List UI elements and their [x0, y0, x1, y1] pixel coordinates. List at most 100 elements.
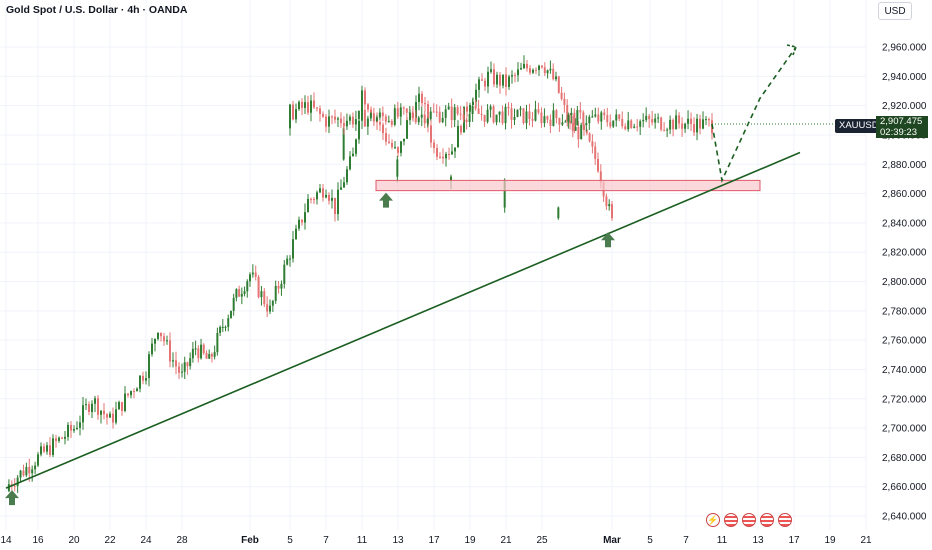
- candle-body: [172, 360, 174, 362]
- candle-body: [448, 154, 450, 156]
- candle-body: [570, 112, 573, 115]
- candle-body: [681, 123, 684, 129]
- time-axis[interactable]: 14 16 20 22 24 28 Feb 5 7 11 13 17 19 21 25 Mar 5 7 11 13 17…: [0, 535, 872, 546]
- candle-body: [654, 118, 657, 123]
- price-tick-label: 2,660.000: [882, 482, 927, 493]
- candle-body: [702, 119, 705, 129]
- price-tick-label: 2,820.000: [882, 248, 927, 259]
- candle-body: [636, 126, 639, 128]
- candle-body: [642, 119, 645, 122]
- time-tick-label: 11: [357, 535, 368, 546]
- candle-body: [606, 115, 609, 123]
- candle-body: [384, 116, 387, 122]
- candle-body: [516, 109, 519, 117]
- candle-body: [495, 114, 498, 123]
- candle-body: [154, 338, 156, 344]
- candle-body: [208, 354, 211, 359]
- candle-body: [289, 104, 291, 129]
- candle-body: [520, 68, 522, 70]
- candle-body: [684, 123, 687, 129]
- candle-body: [46, 445, 48, 452]
- candle-body: [197, 348, 200, 359]
- candle-body: [325, 194, 327, 198]
- drawings: [5, 44, 876, 506]
- candle-body: [175, 360, 177, 367]
- candle-body: [381, 112, 384, 117]
- candle-body: [280, 283, 283, 289]
- candle-body: [316, 192, 318, 200]
- candle-body: [334, 197, 336, 215]
- price-tick-label: 2,880.000: [882, 160, 927, 171]
- currency-button[interactable]: USD: [878, 2, 912, 20]
- candle-body: [569, 121, 571, 124]
- candle-body: [310, 198, 312, 200]
- bounce-arrow-icon: [601, 232, 615, 248]
- candle-body: [510, 108, 513, 120]
- candle-body: [522, 108, 525, 124]
- candle-body: [612, 120, 615, 127]
- candle-body: [76, 427, 78, 429]
- time-tick-label: 28: [176, 535, 188, 546]
- candle-body: [363, 109, 366, 127]
- time-tick-label: 21: [860, 535, 872, 546]
- candle-body: [94, 398, 96, 404]
- candle-body: [460, 126, 462, 133]
- candle-body: [391, 142, 393, 148]
- candle-body: [585, 123, 588, 126]
- candle-body: [450, 176, 452, 181]
- candle-body: [379, 122, 381, 125]
- candle-body: [552, 68, 555, 80]
- trendline[interactable]: [5, 151, 801, 489]
- us-flag-icon[interactable]: [724, 513, 738, 527]
- candle-body: [331, 197, 333, 201]
- time-tick-label: 16: [32, 535, 44, 546]
- time-tick-label: 19: [464, 535, 476, 546]
- time-tick-label: 11: [717, 535, 728, 546]
- us-flag-icon[interactable]: [760, 513, 774, 527]
- candle-body: [55, 438, 57, 441]
- us-flag-icon[interactable]: [778, 513, 792, 527]
- candle-body: [519, 108, 522, 110]
- candle-body: [411, 112, 414, 118]
- lightning-icon[interactable]: ⚡: [706, 513, 720, 527]
- candle-body: [361, 90, 363, 121]
- candle-body: [322, 188, 324, 198]
- projection-path[interactable]: [711, 46, 797, 184]
- bar-countdown: 02:39:23: [880, 127, 917, 138]
- candle-body: [37, 454, 39, 466]
- candle-body: [603, 112, 606, 116]
- candle-body: [394, 147, 396, 149]
- candle-body: [85, 404, 87, 406]
- candle-body: [133, 391, 135, 393]
- candle-body: [304, 212, 306, 223]
- candle-body: [330, 116, 333, 118]
- candle-body: [459, 113, 462, 115]
- candle-body: [232, 297, 235, 311]
- candle-body: [555, 110, 558, 119]
- current-price: 2,907.475: [880, 116, 923, 127]
- candle-body: [292, 104, 294, 120]
- candle-body: [351, 116, 354, 125]
- candle-body: [597, 158, 599, 172]
- candle-body: [441, 117, 444, 123]
- candle-body: [484, 80, 486, 87]
- price-axis[interactable]: 2,960.0002,940.0002,920.0002,900.0002,88…: [882, 43, 927, 523]
- candle-body: [453, 107, 456, 121]
- us-flag-icon[interactable]: [742, 513, 756, 527]
- candle-body: [366, 118, 369, 127]
- current-price-tag: 2,907.475 02:39:23: [876, 116, 928, 138]
- candle-body: [645, 115, 648, 120]
- time-tick-label: 22: [104, 535, 116, 546]
- time-tick-label: 13: [392, 535, 404, 546]
- candle-body: [243, 291, 246, 294]
- candle-body: [465, 119, 468, 122]
- candle-body: [451, 151, 453, 155]
- candle-body: [417, 117, 420, 123]
- candle-body: [678, 115, 681, 124]
- candle-body: [538, 65, 540, 70]
- candle-body: [582, 112, 585, 126]
- candle-body: [537, 109, 540, 113]
- support-zone[interactable]: [375, 179, 761, 192]
